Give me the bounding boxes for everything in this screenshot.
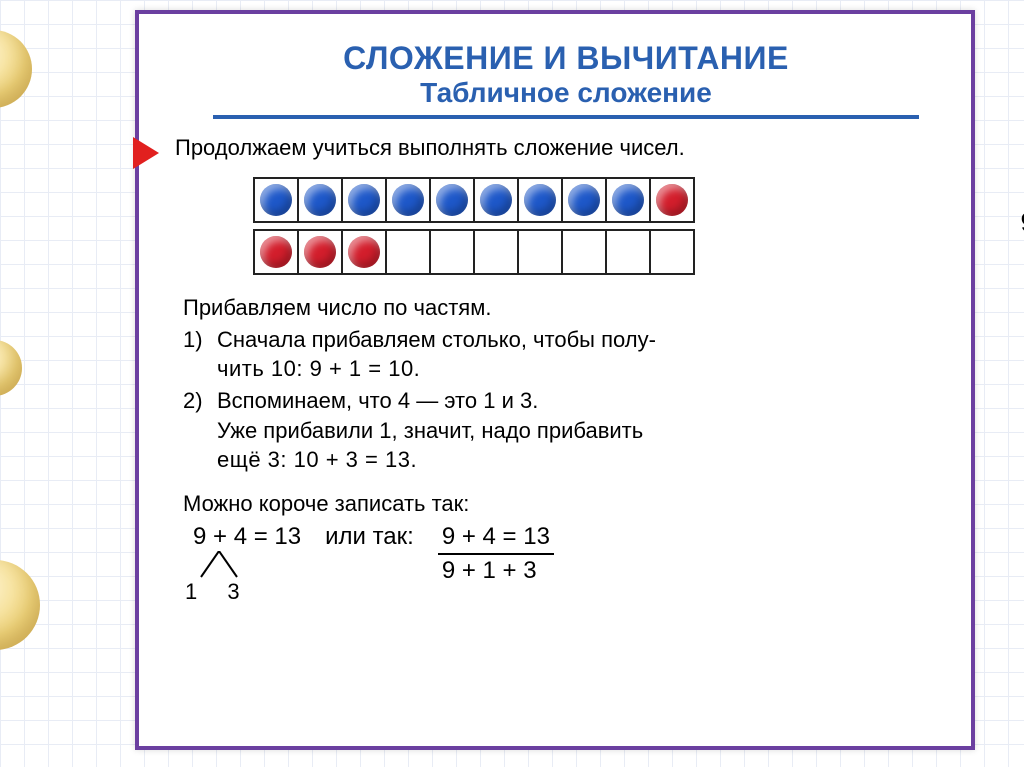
cell	[563, 231, 607, 273]
branch-equation: 9 + 4 = 13	[193, 523, 301, 550]
steps-list: 1) Сначала прибавляем столько, чтобы пол…	[183, 325, 939, 475]
blue-dot-icon	[524, 184, 556, 216]
blue-dot-icon	[348, 184, 380, 216]
cell	[255, 179, 299, 221]
cell	[607, 179, 651, 221]
parts-heading: Прибавляем число по частям.	[183, 293, 939, 323]
or-text: или так:	[325, 523, 414, 551]
red-dot-icon	[348, 236, 380, 268]
blue-dot-icon	[480, 184, 512, 216]
cell	[299, 231, 343, 273]
short-title: Можно короче записать так:	[183, 489, 939, 519]
cell	[299, 179, 343, 221]
short-notation: 9 + 4 = 13 1 3 или так: 9 + 4 = 13 9 + 1…	[193, 523, 939, 585]
branch-decomposition: 9 + 4 = 13 1 3	[193, 523, 301, 551]
branch-leaves: 1 3	[185, 579, 252, 605]
cell	[343, 231, 387, 273]
step-number: 1)	[183, 325, 217, 384]
step-number: 2)	[183, 386, 217, 475]
page-subtitle: Табличное сложение	[223, 77, 909, 109]
step1-line: чить 10: 9 + 1 = 10.	[217, 354, 656, 384]
step2-line: Вспоминаем, что 4 — это 1 и 3.	[217, 386, 643, 416]
cell	[431, 231, 475, 273]
blue-dot-icon	[304, 184, 336, 216]
deco-circle	[0, 560, 40, 650]
cell-row-1	[253, 177, 695, 223]
step1-line: Сначала прибавляем столько, чтобы полу-	[217, 325, 656, 355]
cell	[387, 231, 431, 273]
counting-diagram: 9 + 4	[253, 177, 939, 275]
marker-triangle-icon	[133, 137, 159, 169]
page-title: СЛОЖЕНИЕ И ВЫЧИТАНИЕ	[223, 40, 909, 77]
red-dot-icon	[656, 184, 688, 216]
cell	[519, 231, 563, 273]
cell	[651, 231, 693, 273]
cell	[651, 179, 693, 221]
intro-text: Продолжаем учиться выполнять сложение чи…	[175, 135, 939, 161]
blue-dot-icon	[568, 184, 600, 216]
cell	[343, 179, 387, 221]
red-dot-icon	[260, 236, 292, 268]
blue-dot-icon	[260, 184, 292, 216]
blue-dot-icon	[392, 184, 424, 216]
header: СЛОЖЕНИЕ И ВЫЧИТАНИЕ Табличное сложение	[213, 34, 919, 119]
cell-row-2	[253, 229, 695, 275]
frac-bottom: 9 + 1 + 3	[438, 555, 554, 585]
cell	[563, 179, 607, 221]
branch-lines-icon	[195, 551, 251, 581]
cell	[607, 231, 651, 273]
blue-dot-icon	[436, 184, 468, 216]
step2-line: ещё 3: 10 + 3 = 13.	[217, 445, 643, 475]
cell	[255, 231, 299, 273]
fraction-notation: 9 + 4 = 13 9 + 1 + 3	[438, 523, 554, 585]
cell	[387, 179, 431, 221]
deco-circle	[0, 340, 22, 396]
deco-circle	[0, 30, 32, 108]
cell	[475, 231, 519, 273]
red-dot-icon	[304, 236, 336, 268]
frac-top: 9 + 4 = 13	[438, 523, 554, 555]
step2-line: Уже прибавили 1, значит, надо прибавить	[217, 416, 643, 446]
cell	[475, 179, 519, 221]
blue-dot-icon	[612, 184, 644, 216]
textbook-page: СЛОЖЕНИЕ И ВЫЧИТАНИЕ Табличное сложение …	[135, 10, 975, 750]
cell	[431, 179, 475, 221]
expression-label: 9 + 4	[1020, 207, 1024, 238]
cell	[519, 179, 563, 221]
